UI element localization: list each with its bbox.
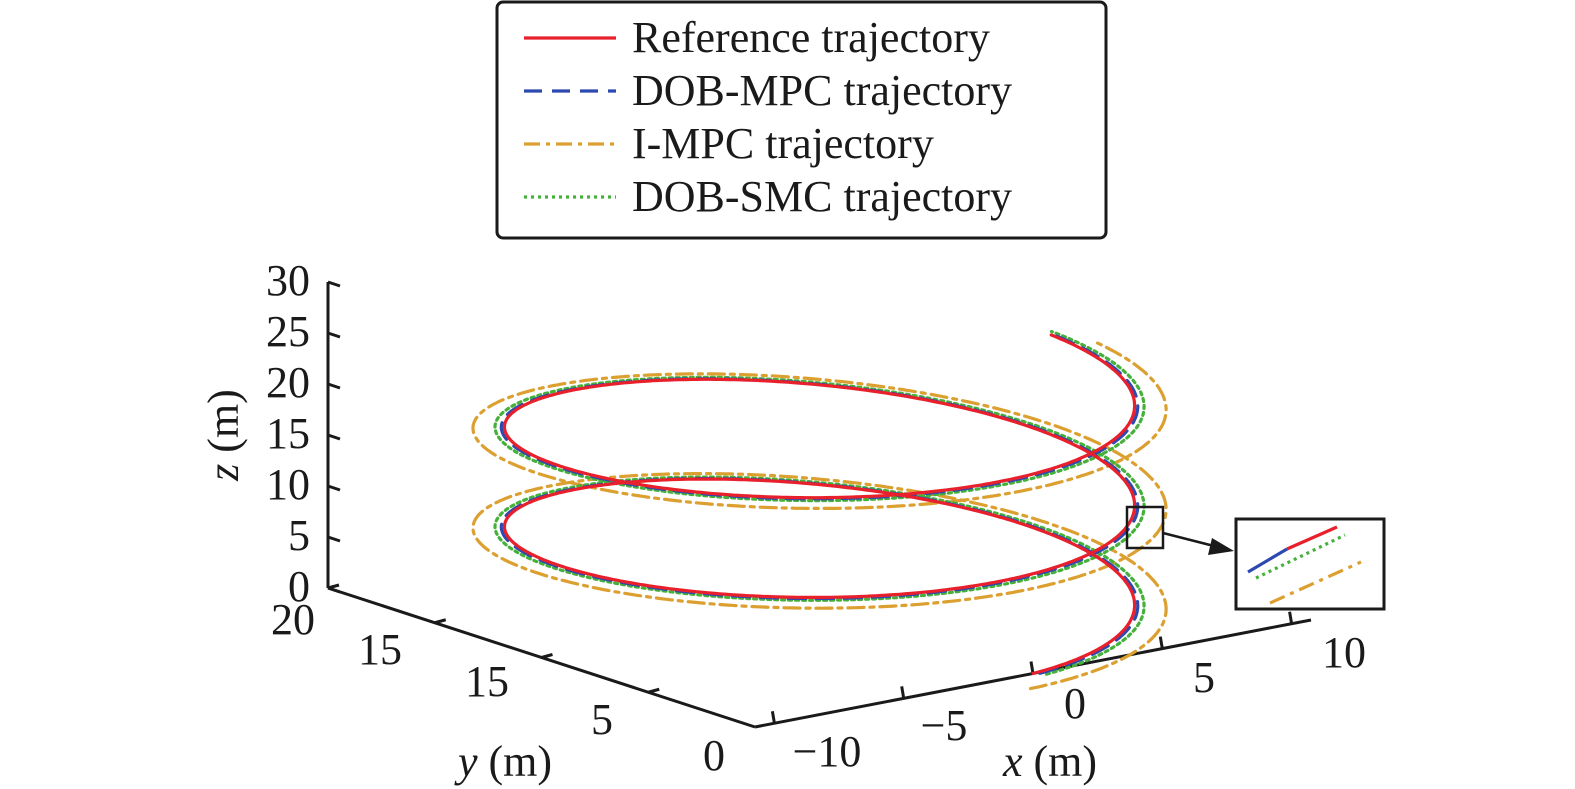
tick-mark: [327, 433, 341, 441]
legend-entry-i-mpc: I-MPC trajectory: [632, 119, 934, 168]
tick-mark: [434, 618, 447, 625]
x-tick-marks: [770, 611, 1294, 724]
x-tick-label: −5: [921, 701, 968, 750]
y-tick-label: 5: [591, 695, 613, 744]
x-tick-label: 5: [1193, 653, 1215, 702]
series-line-reference-trajectory: [502, 333, 1137, 676]
z-tick-label: 5: [288, 511, 310, 560]
z-tick-label: 0: [288, 562, 310, 611]
zoom-inset-dob-mpc-line: [1247, 547, 1288, 574]
y-axis-label: y (m): [454, 737, 552, 786]
x-tick-label: 10: [1322, 628, 1366, 677]
tick-mark: [327, 484, 341, 492]
legend-entry-dob-smc: DOB-SMC trajectory: [632, 172, 1012, 221]
legend: Reference trajectory DOB-MPC trajectory …: [495, 0, 1108, 240]
tick-mark: [327, 535, 341, 543]
y-tick-marks: [327, 583, 660, 694]
tick-mark: [327, 331, 341, 339]
zoom-inset-box: [1234, 517, 1386, 611]
z-tick-label: 20: [266, 358, 310, 407]
tick-mark: [1288, 611, 1294, 624]
y-tick-labels: 0 5 15 15 20: [271, 595, 725, 780]
z-tick-label: 15: [266, 409, 310, 458]
zoom-arrow-head: [1208, 538, 1234, 555]
z-tick-label: 10: [266, 460, 310, 509]
legend-box: [495, 0, 1108, 240]
tick-mark: [327, 280, 341, 288]
tick-mark: [900, 686, 906, 699]
z-tick-label: 30: [266, 256, 310, 305]
zoom-annotation: [1125, 505, 1386, 611]
tick-mark: [1158, 636, 1164, 649]
tick-mark: [327, 583, 340, 590]
x-axis-label: x (m): [1002, 737, 1097, 786]
tick-mark: [327, 382, 341, 390]
trajectories: [471, 329, 1168, 691]
series-line-i-mpc-trajectory: [471, 340, 1168, 691]
x-tick-labels: −10 −5 0 5 10: [793, 628, 1366, 776]
legend-entry-dob-mpc: DOB-MPC trajectory: [632, 66, 1012, 115]
y-tick-label: 15: [465, 657, 509, 706]
y-tick-label: 20: [271, 595, 315, 644]
tick-mark: [1029, 661, 1035, 674]
zoom-region-box: [1125, 505, 1165, 550]
y-tick-label: 15: [358, 625, 402, 674]
x-tick-label: −10: [793, 727, 862, 776]
tick-mark: [647, 687, 660, 694]
zoom-inset-dob-smc-line: [1255, 533, 1346, 580]
tick-mark: [541, 653, 553, 659]
z-tick-label: 25: [266, 307, 310, 356]
z-axis-label: z (m): [199, 389, 248, 482]
zoom-arrow-line: [1162, 531, 1215, 548]
y-tick-label: 0: [703, 731, 725, 780]
x-tick-label: 0: [1064, 679, 1086, 728]
legend-entry-reference: Reference trajectory: [632, 13, 990, 62]
tick-mark: [770, 711, 776, 724]
z-tick-labels: 0 5 10 15 20 25 30: [266, 256, 310, 611]
zoom-inset-reference-line: [1286, 525, 1338, 551]
z-tick-marks: [327, 280, 341, 594]
